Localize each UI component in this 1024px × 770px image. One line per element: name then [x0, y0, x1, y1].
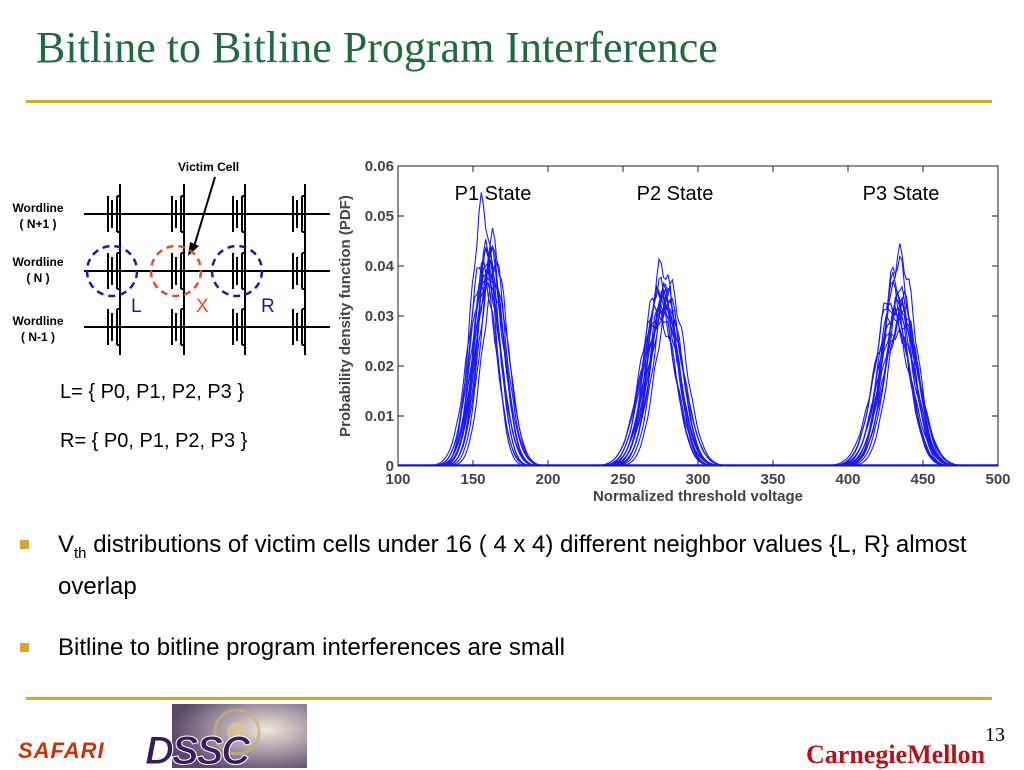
bullet-list: Vth distributions of victim cells under … [20, 528, 1000, 684]
series-line [398, 192, 997, 467]
page-number: 13 [985, 724, 1005, 746]
y-tick-label: 0.03 [365, 308, 394, 325]
transistor-grid [84, 184, 330, 355]
victim-cell-x-label: X [196, 296, 209, 317]
bullet-1-v: V [58, 531, 75, 558]
dssc-logo: DSSC [145, 704, 307, 768]
victim-arrow-head [188, 242, 199, 256]
wordline-mid-label-2: ( N ) [26, 271, 49, 285]
x-tick-label: 400 [835, 471, 860, 488]
victim-arrow [192, 176, 216, 251]
x-tick-label: 500 [985, 471, 1010, 488]
y-tick-label: 0.02 [365, 358, 394, 375]
wordline-bot-label-1: Wordline [12, 314, 63, 328]
wordline-mid-label-1: Wordline [12, 255, 63, 269]
left-neighbor-set: L= { P0, P1, P2, P3 } [60, 381, 245, 403]
series-line [398, 280, 997, 467]
x-tick-label: 350 [760, 471, 785, 488]
svg-text:DSSC: DSSC [145, 729, 251, 768]
x-tick-label: 100 [385, 471, 410, 488]
y-tick-label: 0.01 [365, 408, 394, 425]
wordline-bot-label-2: ( N-1 ) [21, 330, 55, 344]
right-cell-label: R [261, 296, 275, 317]
series-line [398, 245, 997, 467]
safari-logo: SAFARI [18, 738, 105, 763]
bullet-item-2: Bitline to bitline program interferences… [20, 631, 1000, 664]
wordline-top-label-2: ( N+1 ) [19, 217, 56, 231]
wordline-top-label-1: Wordline [12, 201, 63, 215]
bullet-1-subscript: th [74, 544, 87, 562]
annotation-p1: P1 State [455, 183, 532, 205]
x-tick-label: 200 [535, 471, 560, 488]
victim-cell-label: Victim Cell [178, 160, 239, 174]
y-axis-label: Probability density function (PDF) [337, 195, 354, 437]
cell-array-diagram: Victim Cell Wordline ( N+1 ) Wordline ( … [12, 160, 330, 355]
x-tick-label: 250 [610, 471, 635, 488]
bullet-2-text: Bitline to bitline program interferences… [58, 633, 565, 661]
x-tick-label: 150 [460, 471, 485, 488]
title-divider [26, 100, 992, 103]
plot-series-group [398, 192, 998, 467]
series-line [398, 265, 997, 467]
y-tick-label: 0.06 [365, 158, 394, 175]
y-tick-label: 0.05 [365, 208, 394, 225]
bullet-item-1: Vth distributions of victim cells under … [20, 528, 1000, 603]
x-axis-label: Normalized threshold voltage [593, 488, 803, 505]
annotation-p3: P3 State [863, 183, 940, 205]
slide-title: Bitline to Bitline Program Interference [36, 23, 718, 72]
vth-distribution-chart: 100 150 200 250 300 350 400 450 500 0 0.01 0.02 0.03… [337, 158, 1011, 505]
x-tick-label: 450 [910, 471, 935, 488]
y-tick-label: 0 [386, 458, 394, 475]
bullet-marker [20, 540, 29, 549]
footer-divider [26, 697, 992, 700]
left-cell-label: L [131, 296, 142, 317]
right-neighbor-set: R= { P0, P1, P2, P3 } [60, 430, 248, 452]
left-neighbor-circle [85, 244, 139, 298]
bullet-1-text: distributions of victim cells under 16 (… [58, 531, 967, 600]
plot-axes: 100 150 200 250 300 350 400 450 500 0 0.01 0.02 0.03… [365, 158, 1011, 488]
right-neighbor-circle [210, 244, 264, 298]
x-tick-label: 300 [685, 471, 710, 488]
cmu-logo: CarnegieMellon [806, 740, 986, 769]
series-line [398, 280, 997, 467]
y-tick-label: 0.04 [365, 258, 395, 275]
bullet-marker [20, 642, 29, 652]
annotation-p2: P2 State [637, 183, 714, 205]
victim-circle [149, 244, 203, 298]
